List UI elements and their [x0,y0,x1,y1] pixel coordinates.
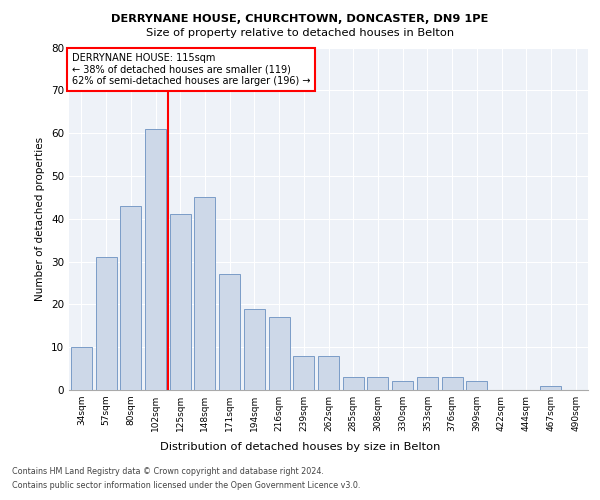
Bar [71,347,92,390]
Bar [343,377,364,390]
Bar [145,129,166,390]
Bar [318,356,339,390]
Y-axis label: Number of detached properties: Number of detached properties [35,136,46,301]
Bar [417,377,438,390]
Bar [293,356,314,390]
Text: DERRYNANE HOUSE, CHURCHTOWN, DONCASTER, DN9 1PE: DERRYNANE HOUSE, CHURCHTOWN, DONCASTER, … [112,14,488,24]
Bar [244,308,265,390]
Bar [269,317,290,390]
Bar [95,258,116,390]
Text: Contains HM Land Registry data © Crown copyright and database right 2024.: Contains HM Land Registry data © Crown c… [12,468,324,476]
Bar [120,206,141,390]
Text: DERRYNANE HOUSE: 115sqm
← 38% of detached houses are smaller (119)
62% of semi-d: DERRYNANE HOUSE: 115sqm ← 38% of detache… [71,52,310,86]
Text: Size of property relative to detached houses in Belton: Size of property relative to detached ho… [146,28,454,38]
Bar [466,382,487,390]
Text: Distribution of detached houses by size in Belton: Distribution of detached houses by size … [160,442,440,452]
Bar [541,386,562,390]
Bar [219,274,240,390]
Bar [170,214,191,390]
Bar [194,198,215,390]
Text: Contains public sector information licensed under the Open Government Licence v3: Contains public sector information licen… [12,481,361,490]
Bar [442,377,463,390]
Bar [392,382,413,390]
Bar [367,377,388,390]
